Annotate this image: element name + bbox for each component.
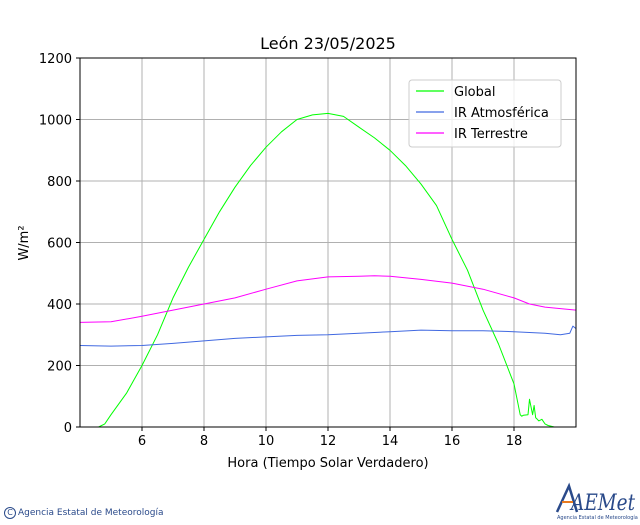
chart-title: León 23/05/2025: [260, 34, 396, 53]
plot-lines: [79, 112, 577, 428]
series-line-2: [79, 275, 577, 323]
y-axis-label: W/m²: [17, 225, 32, 260]
y-tick-label: 400: [47, 298, 72, 313]
series-line-1: [79, 325, 577, 347]
legend-box: [408, 79, 562, 148]
series-line-0: [80, 112, 576, 428]
axis-ticks: 6 8 10 12 14 16 18 0 200 400 600 800 1000 1200: [39, 52, 522, 449]
aemet-logo-subtitle: Agencia Estatal de Meteorología: [557, 515, 638, 521]
y-tick-label: 1200: [39, 52, 72, 67]
y-tick-label: 1000: [39, 114, 72, 129]
legend: Global IR Atmosférica IR Terrestre: [408, 79, 562, 148]
x-tick-label: 8: [200, 434, 208, 449]
legend-label-0: Global: [454, 85, 495, 100]
agency-footer: Agencia Estatal de Meteorología: [18, 508, 164, 518]
y-tick-label: 600: [47, 237, 72, 252]
aemet-logo-text: AEMet: [569, 491, 635, 516]
x-tick-label: 18: [506, 434, 523, 449]
y-tick-label: 800: [47, 175, 72, 190]
y-tick-label: 200: [47, 360, 72, 375]
legend-label-1: IR Atmosférica: [454, 106, 549, 121]
x-tick-label: 10: [258, 434, 275, 449]
x-tick-label: 12: [320, 434, 337, 449]
x-tick-label: 6: [138, 434, 146, 449]
x-tick-label: 14: [382, 434, 399, 449]
aemet-logo: AEMet Agencia Estatal de Meteorología: [553, 482, 639, 524]
y-tick-label: 0: [64, 421, 72, 436]
copyright-icon: C: [4, 507, 16, 519]
legend-label-2: IR Terrestre: [454, 127, 528, 142]
aemet-logo-graphic: AEMet: [555, 482, 635, 516]
x-tick-label: 16: [444, 434, 461, 449]
x-axis-label: Hora (Tiempo Solar Verdadero): [227, 456, 428, 471]
